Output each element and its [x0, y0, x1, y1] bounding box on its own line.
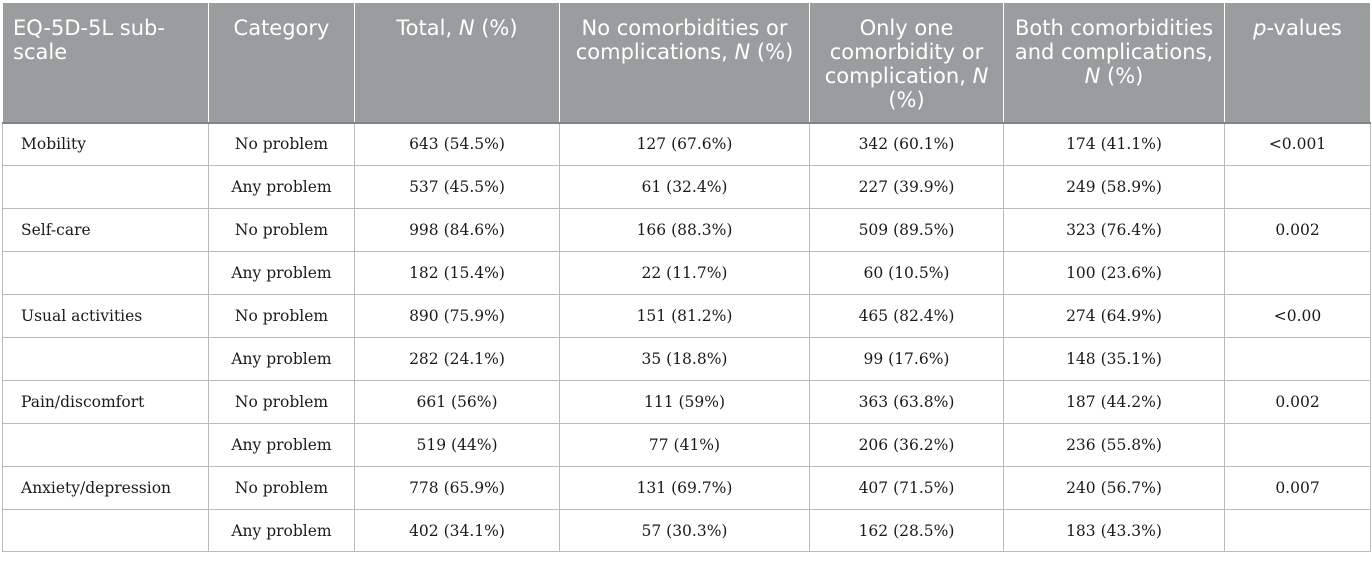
cell-both: 274 (64.9%) [1003, 294, 1225, 338]
table-row: Any problem 182 (15.4%) 22 (11.7%) 60 (10.5… [2, 251, 1371, 295]
cell-sub-scale: Pain/discomfort [2, 380, 209, 424]
table-row: Any problem 402 (34.1%) 57 (30.3%) 162 (28.… [2, 509, 1371, 552]
table-header: EQ-5D-5L sub-scale Category Total, N (%)… [2, 2, 1371, 123]
cell-category: No problem [208, 121, 355, 166]
cell-p-value: 0.007 [1224, 466, 1371, 510]
cell-total: 537 (45.5%) [354, 165, 560, 209]
cell-no-comorbidities: 77 (41%) [559, 423, 810, 467]
cell-one-comorbidity: 99 (17.6%) [809, 337, 1004, 381]
cell-both: 148 (35.1%) [1003, 337, 1225, 381]
cell-one-comorbidity: 407 (71.5%) [809, 466, 1004, 510]
cell-total: 643 (54.5%) [354, 121, 560, 166]
table-row: Any problem 282 (24.1%) 35 (18.8%) 99 (17.6… [2, 337, 1371, 381]
cell-sub-scale [2, 509, 209, 552]
header-category: Category [208, 2, 355, 123]
cell-one-comorbidity: 363 (63.8%) [809, 380, 1004, 424]
cell-p-value: 0.002 [1224, 208, 1371, 252]
cell-no-comorbidities: 111 (59%) [559, 380, 810, 424]
header-p-values: p-values [1224, 2, 1371, 123]
cell-p-value [1224, 337, 1371, 381]
cell-both: 236 (55.8%) [1003, 423, 1225, 467]
cell-category: No problem [208, 208, 355, 252]
cell-sub-scale [2, 251, 209, 295]
cell-category: Any problem [208, 337, 355, 381]
cell-sub-scale [2, 423, 209, 467]
cell-p-value [1224, 251, 1371, 295]
table-row: Any problem 519 (44%) 77 (41%) 206 (36.2%) 2… [2, 423, 1371, 467]
cell-both: 240 (56.7%) [1003, 466, 1225, 510]
cell-sub-scale: Anxiety/depression [2, 466, 209, 510]
table-body: Mobility No problem 643 (54.5%) 127 (67.6%)… [2, 121, 1371, 552]
table-row: Anxiety/depression No problem 778 (65.9%) 1… [2, 466, 1371, 510]
cell-category: No problem [208, 380, 355, 424]
cell-category: Any problem [208, 165, 355, 209]
cell-p-value [1224, 423, 1371, 467]
cell-both: 174 (41.1%) [1003, 121, 1225, 166]
cell-one-comorbidity: 465 (82.4%) [809, 294, 1004, 338]
table-row: Any problem 537 (45.5%) 61 (32.4%) 227 (39.… [2, 165, 1371, 209]
header-no-comorbidities: No comorbidities or complications, N (%) [559, 2, 810, 123]
cell-no-comorbidities: 22 (11.7%) [559, 251, 810, 295]
cell-total: 778 (65.9%) [354, 466, 560, 510]
cell-both: 100 (23.6%) [1003, 251, 1225, 295]
header-sub-scale: EQ-5D-5L sub-scale [2, 2, 209, 123]
cell-one-comorbidity: 60 (10.5%) [809, 251, 1004, 295]
header-one-comorbidity: Only one comorbidity or complication, N … [809, 2, 1004, 123]
cell-sub-scale [2, 337, 209, 381]
cell-sub-scale: Usual activities [2, 294, 209, 338]
cell-no-comorbidities: 131 (69.7%) [559, 466, 810, 510]
cell-category: Any problem [208, 509, 355, 552]
cell-both: 323 (76.4%) [1003, 208, 1225, 252]
cell-no-comorbidities: 61 (32.4%) [559, 165, 810, 209]
cell-sub-scale: Self-care [2, 208, 209, 252]
cell-total: 998 (84.6%) [354, 208, 560, 252]
table-row: Mobility No problem 643 (54.5%) 127 (67.6%)… [2, 121, 1371, 166]
cell-one-comorbidity: 342 (60.1%) [809, 121, 1004, 166]
cell-p-value [1224, 165, 1371, 209]
cell-total: 182 (15.4%) [354, 251, 560, 295]
cell-one-comorbidity: 206 (36.2%) [809, 423, 1004, 467]
cell-one-comorbidity: 227 (39.9%) [809, 165, 1004, 209]
cell-one-comorbidity: 162 (28.5%) [809, 509, 1004, 552]
cell-both: 183 (43.3%) [1003, 509, 1225, 552]
cell-category: No problem [208, 294, 355, 338]
cell-sub-scale [2, 165, 209, 209]
header-both: Both comorbidities and complications, N … [1003, 2, 1225, 123]
cell-no-comorbidities: 57 (30.3%) [559, 509, 810, 552]
cell-no-comorbidities: 151 (81.2%) [559, 294, 810, 338]
cell-no-comorbidities: 127 (67.6%) [559, 121, 810, 166]
cell-both: 187 (44.2%) [1003, 380, 1225, 424]
table-row: Usual activities No problem 890 (75.9%) 151… [2, 294, 1371, 338]
cell-category: Any problem [208, 251, 355, 295]
cell-p-value: 0.002 [1224, 380, 1371, 424]
cell-p-value: <0.00 [1224, 294, 1371, 338]
cell-total: 519 (44%) [354, 423, 560, 467]
cell-category: Any problem [208, 423, 355, 467]
cell-both: 249 (58.9%) [1003, 165, 1225, 209]
cell-sub-scale: Mobility [2, 121, 209, 166]
header-row: EQ-5D-5L sub-scale Category Total, N (%)… [2, 2, 1371, 123]
cell-category: No problem [208, 466, 355, 510]
eq5d-results-table: EQ-5D-5L sub-scale Category Total, N (%)… [2, 2, 1371, 552]
cell-total: 282 (24.1%) [354, 337, 560, 381]
cell-p-value [1224, 509, 1371, 552]
cell-total: 890 (75.9%) [354, 294, 560, 338]
header-total: Total, N (%) [354, 2, 560, 123]
cell-total: 661 (56%) [354, 380, 560, 424]
cell-total: 402 (34.1%) [354, 509, 560, 552]
cell-no-comorbidities: 35 (18.8%) [559, 337, 810, 381]
cell-p-value: <0.001 [1224, 121, 1371, 166]
table-row: Self-care No problem 998 (84.6%) 166 (88.3%… [2, 208, 1371, 252]
cell-no-comorbidities: 166 (88.3%) [559, 208, 810, 252]
cell-one-comorbidity: 509 (89.5%) [809, 208, 1004, 252]
table-row: Pain/discomfort No problem 661 (56%) 111 (5… [2, 380, 1371, 424]
